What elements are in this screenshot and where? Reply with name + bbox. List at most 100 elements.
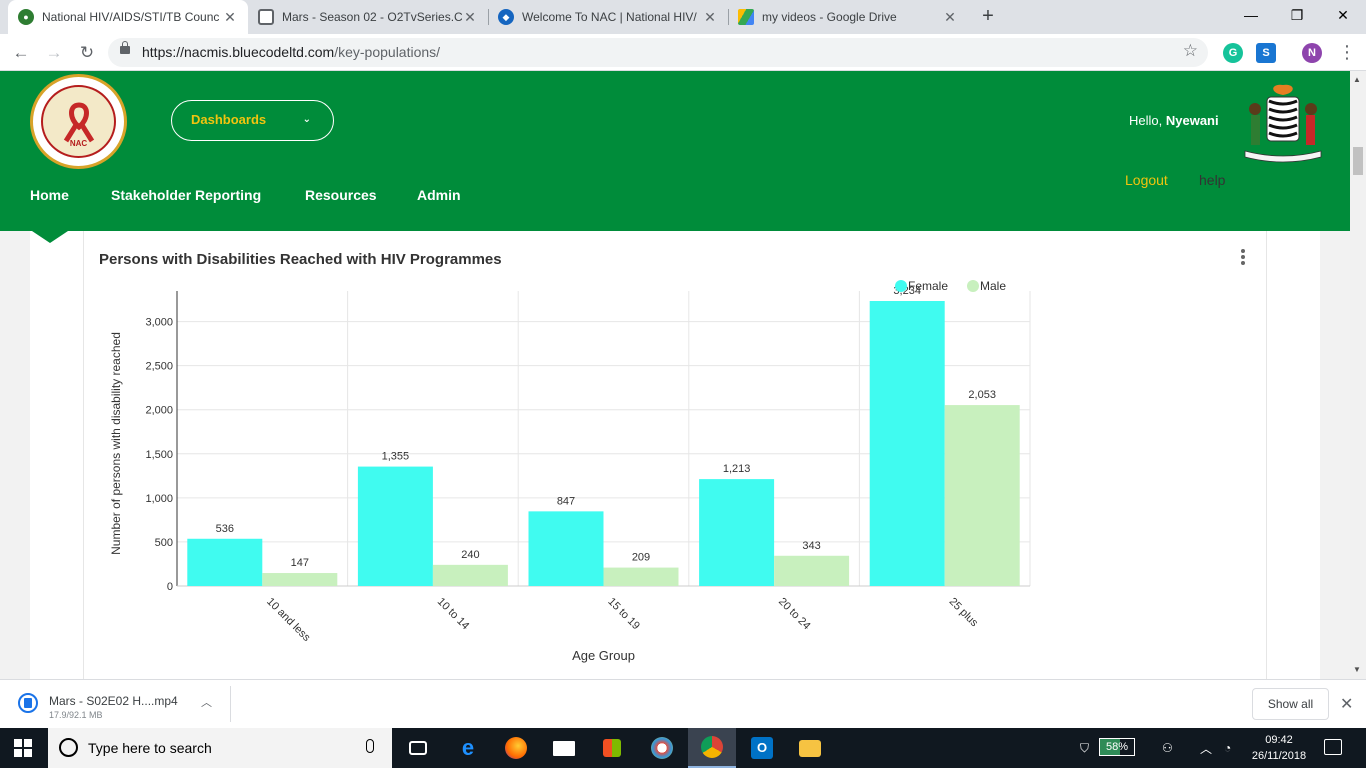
battery-percent: 58%: [1105, 741, 1129, 753]
legend-label-male: Male: [980, 279, 1006, 293]
url-text[interactable]: https://nacmis.bluecodeltd.com/key-popul…: [142, 44, 440, 60]
tab-welcome-nac[interactable]: ◆ Welcome To NAC | National HIV/ ✕: [488, 0, 728, 34]
chart-menu-icon[interactable]: [1241, 249, 1247, 267]
tab-separator: [488, 9, 489, 25]
action-center-icon[interactable]: [1324, 739, 1342, 755]
reload-icon[interactable]: ↻: [79, 43, 95, 62]
page-favicon-icon: [258, 9, 274, 25]
file-explorer-icon[interactable]: [786, 728, 834, 768]
bar-male: [944, 405, 1020, 586]
y-tick-label: 1,000: [145, 493, 173, 505]
new-tab-button[interactable]: +: [982, 5, 994, 27]
close-tab-icon[interactable]: ✕: [944, 8, 956, 25]
y-axis-title: Number of persons with disability reache…: [109, 332, 123, 555]
profile-avatar[interactable]: N: [1302, 43, 1322, 63]
battery-indicator[interactable]: 58%: [1099, 738, 1135, 756]
y-tick-label: 1,500: [145, 449, 173, 461]
dashboards-label: Dashboards: [191, 112, 267, 127]
people-icon[interactable]: ⚇: [1162, 741, 1173, 755]
nav-home[interactable]: Home: [30, 187, 69, 203]
microphone-icon[interactable]: [366, 739, 374, 753]
dashboards-dropdown[interactable]: Dashboards ⌄: [171, 100, 334, 141]
logo-caption: NAC: [69, 139, 88, 148]
windows-start-icon[interactable]: [14, 739, 32, 757]
mail-icon[interactable]: [540, 728, 588, 768]
browser-toolbar: ← → ↻ https://nacmis.bluecodeltd.com/key…: [0, 34, 1366, 71]
download-shelf: Mars - S02E02 H....mp4 17.9/92.1 MB ︿ Sh…: [0, 679, 1366, 728]
tab-nac-council[interactable]: ● National HIV/AIDS/STI/TB Counc ✕: [8, 0, 248, 34]
greeting-text: Hello,: [1129, 113, 1166, 128]
nac-logo[interactable]: NAC: [30, 74, 127, 169]
greeting: Hello, Nyewani: [1129, 113, 1219, 128]
tray-chevron-icon[interactable]: ︿: [1200, 741, 1213, 756]
close-tab-icon[interactable]: ✕: [464, 8, 476, 25]
bar-chart: 0 500 1,000 1,500 2,000 2,500 3,000 536 147 10 an…: [109, 279, 1031, 663]
bar-male: [432, 564, 508, 586]
x-tick-label: 20 to 24: [776, 596, 813, 633]
legend-label-female: Female: [908, 279, 948, 293]
tab-google-drive[interactable]: my videos - Google Drive ✕: [728, 0, 968, 34]
close-icon[interactable]: ✕: [1340, 696, 1354, 713]
browser-menu-icon[interactable]: ⋮: [1338, 42, 1356, 62]
coat-of-arms-icon: [1244, 84, 1322, 163]
bookmark-star-icon[interactable]: ☆: [1182, 41, 1198, 60]
paint-icon[interactable]: [638, 728, 686, 768]
bar-female: [869, 301, 945, 586]
search-placeholder: Type here to search: [88, 740, 212, 756]
page-scrollbar[interactable]: ▲ ▼: [1350, 71, 1366, 679]
scroll-down-icon[interactable]: ▼: [1353, 665, 1361, 674]
close-tab-icon[interactable]: ✕: [704, 8, 716, 25]
y-tick-label: 500: [155, 537, 173, 549]
legend-swatch-female: [895, 280, 907, 292]
logout-link[interactable]: Logout: [1125, 172, 1168, 188]
lock-icon: [120, 41, 130, 54]
wifi-icon[interactable]: ◔: [1224, 741, 1232, 755]
extension-icon[interactable]: S: [1256, 43, 1276, 63]
y-tick-label: 2,500: [145, 361, 173, 373]
data-label: 847: [557, 495, 575, 507]
window-close-icon[interactable]: ✕: [1337, 7, 1349, 23]
system-clock[interactable]: 09:42 26/11/2018: [1249, 732, 1309, 764]
scroll-thumb[interactable]: [1353, 147, 1363, 175]
address-bar[interactable]: https://nacmis.bluecodeltd.com/key-popul…: [108, 38, 1208, 67]
defender-icon[interactable]: ⛉: [1080, 740, 1090, 755]
x-tick-label: 10 and less: [264, 596, 313, 645]
tab-mars-series[interactable]: Mars - Season 02 - O2TvSeries.Co ✕: [248, 0, 488, 34]
chevron-up-icon[interactable]: ︿: [201, 697, 212, 709]
nav-stakeholder-reporting[interactable]: Stakeholder Reporting: [111, 187, 262, 203]
forward-icon[interactable]: →: [45, 43, 63, 62]
nav-resources[interactable]: Resources: [305, 187, 377, 203]
data-label: 2,053: [968, 389, 996, 401]
y-tick-label: 0: [167, 581, 173, 593]
clock-date: 26/11/2018: [1251, 750, 1307, 762]
legend-swatch-male: [967, 280, 979, 292]
active-nav-indicator: [32, 231, 68, 243]
bar-female: [699, 479, 775, 586]
chrome-icon[interactable]: [688, 728, 736, 768]
help-link[interactable]: help: [1199, 172, 1226, 188]
back-icon[interactable]: ←: [12, 43, 30, 62]
taskbar-search[interactable]: Type here to search: [48, 728, 392, 768]
taskbar: Type here to search e O ⛉ 58% ⚇ ︿ ◔ 09:4…: [0, 728, 1366, 768]
edge-icon[interactable]: e: [461, 735, 475, 760]
scroll-up-icon[interactable]: ▲: [1353, 75, 1361, 84]
maximize-icon[interactable]: ❐: [1290, 7, 1304, 23]
grammarly-icon[interactable]: G: [1223, 43, 1243, 63]
download-file-name[interactable]: Mars - S02E02 H....mp4: [49, 694, 178, 708]
x-tick-label: 25 plus: [947, 596, 981, 630]
nav-admin[interactable]: Admin: [417, 187, 461, 203]
bar-female: [357, 466, 433, 586]
show-all-button[interactable]: Show all: [1252, 688, 1329, 720]
y-tick-label: 3,000: [145, 317, 173, 329]
store-icon[interactable]: [588, 728, 636, 768]
task-view-icon[interactable]: [394, 728, 442, 768]
minimize-icon[interactable]: —: [1244, 7, 1258, 23]
data-label: 536: [216, 523, 234, 535]
bar-female: [528, 511, 604, 586]
close-tab-icon[interactable]: ✕: [224, 8, 236, 25]
outlook-icon[interactable]: O: [738, 728, 786, 768]
download-progress-text: 17.9/92.1 MB: [49, 710, 103, 720]
firefox-icon[interactable]: [492, 728, 540, 768]
username: Nyewani: [1165, 113, 1219, 128]
chevron-down-icon: ⌄: [302, 114, 311, 125]
